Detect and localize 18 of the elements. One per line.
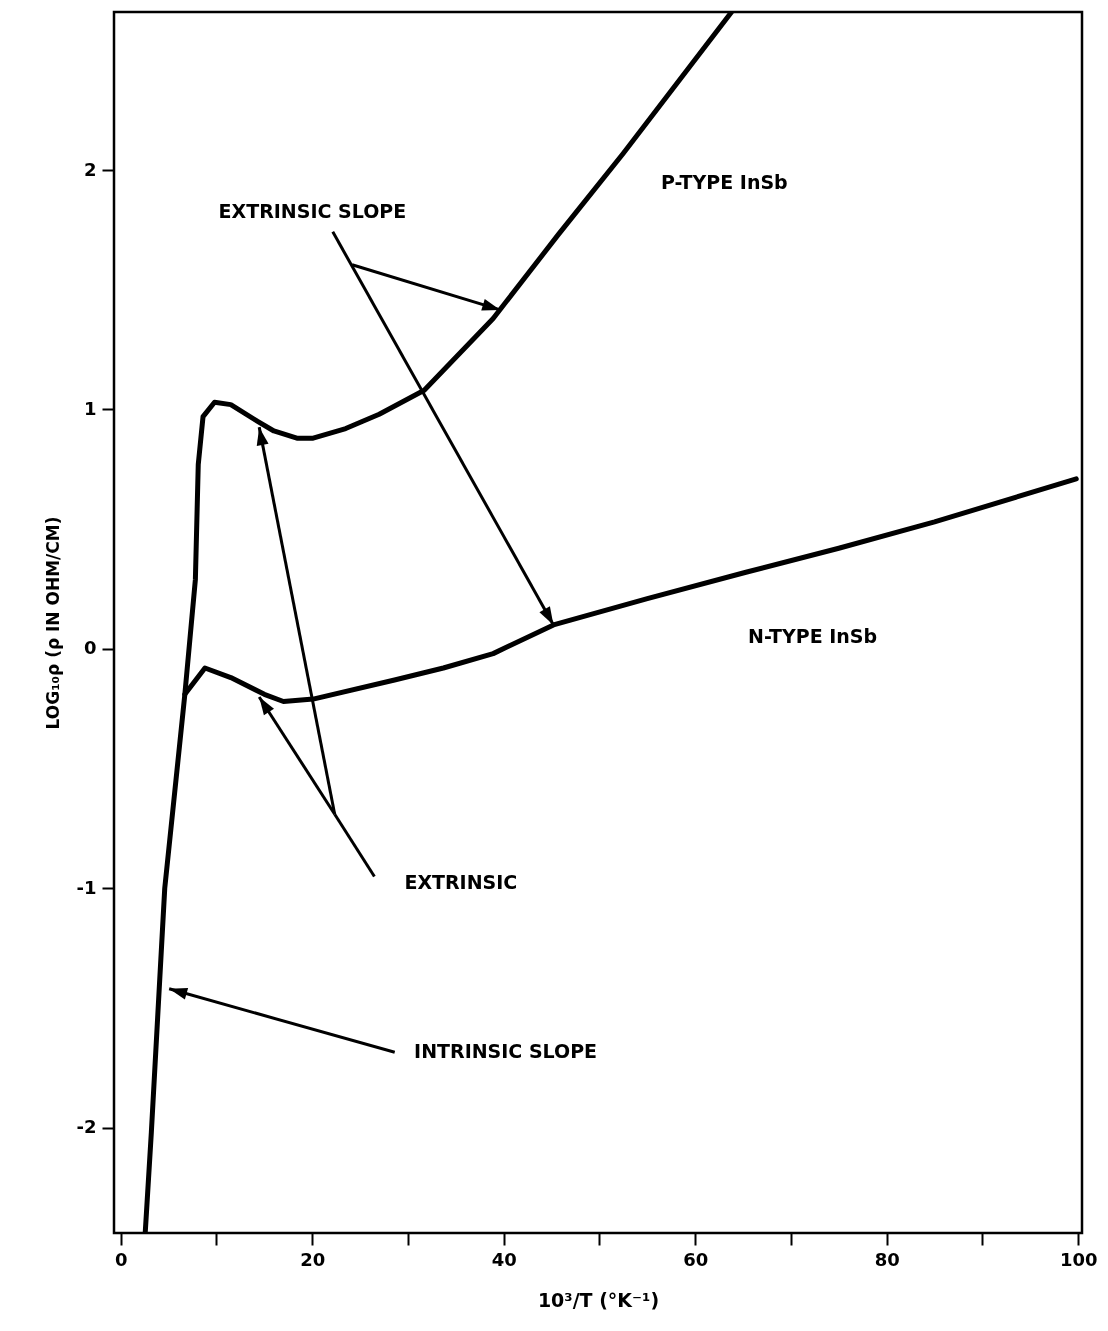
x-tick-label: 60 bbox=[683, 1248, 709, 1270]
text: P-TYPE InSb bbox=[660, 170, 788, 193]
annotation: EXTRINSIC bbox=[404, 870, 518, 893]
x-tick-label: 40 bbox=[491, 1248, 517, 1270]
y-tick-label: 1 bbox=[83, 397, 97, 419]
y-tick-label: -1 bbox=[76, 876, 97, 898]
annotation: INTRINSIC SLOPE bbox=[414, 1040, 598, 1063]
x-tick-label: 100 bbox=[1059, 1248, 1098, 1270]
x-tick-label: 0 bbox=[114, 1248, 128, 1270]
x-tick-label: 80 bbox=[874, 1248, 900, 1270]
y-axis-title: LOG₁₀ρ (ρ IN OHM/CM) bbox=[42, 516, 63, 730]
x-tick-label: 20 bbox=[300, 1248, 326, 1270]
annotation: EXTRINSIC SLOPE bbox=[218, 200, 407, 223]
x-axis-title: 10³/T (°K⁻¹) bbox=[537, 1288, 660, 1311]
text: N-TYPE InSb bbox=[748, 625, 878, 648]
y-tick-label: -2 bbox=[76, 1116, 97, 1138]
y-tick-label: 2 bbox=[83, 158, 97, 180]
y-tick-label: 0 bbox=[83, 637, 97, 659]
